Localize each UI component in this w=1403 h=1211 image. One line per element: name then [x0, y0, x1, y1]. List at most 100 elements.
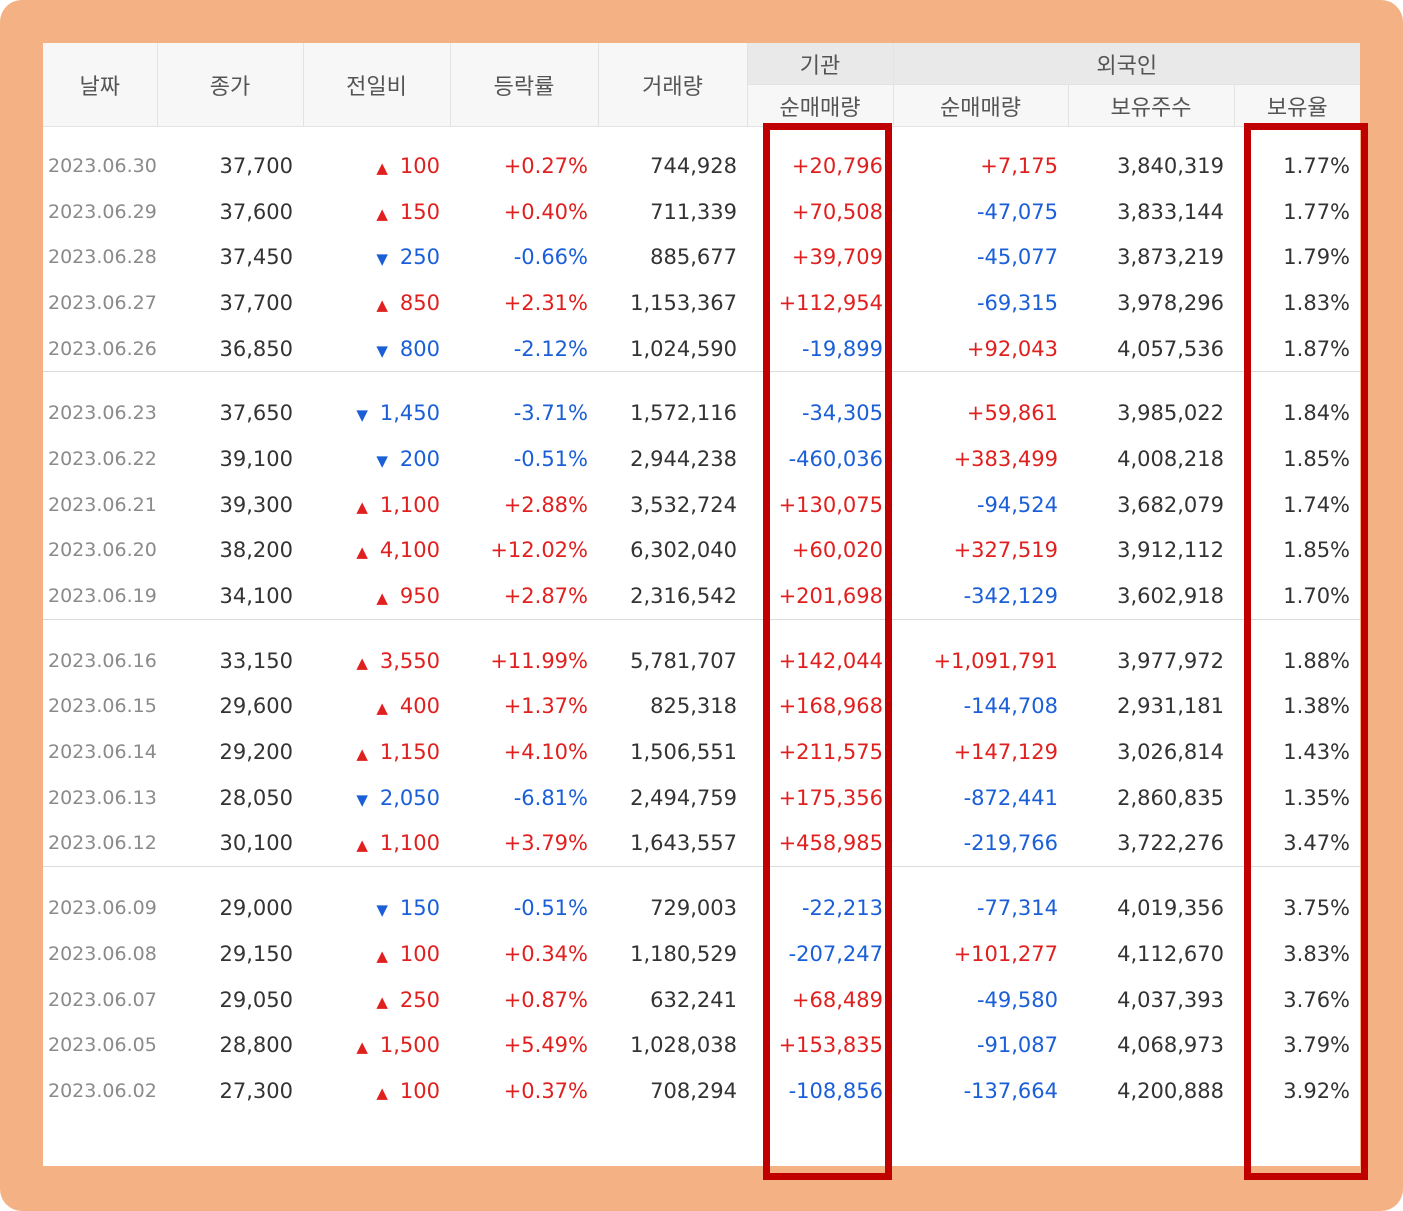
rate-cell: -0.51%: [513, 446, 588, 471]
table-row: 2023.06.09 29,000 ▼ 150 -0.51% 729,003 -22,213…: [43, 885, 1360, 931]
table-row: 2023.06.26 36,850 ▼ 800 -2.12% 1,024,590 -19,8…: [43, 326, 1360, 372]
date-cell: 2023.06.12: [48, 832, 157, 855]
volume-cell: 885,677: [650, 245, 737, 270]
group-divider: [43, 371, 1360, 391]
rate-cell: +0.27%: [503, 153, 588, 178]
volume-cell: 729,003: [650, 896, 737, 921]
institution-net-cell: -460,036: [788, 446, 883, 471]
institution-net-cell: -19,899: [801, 336, 883, 361]
change-value: 4,100: [379, 538, 440, 563]
foreign-shares-cell: 4,008,218: [1117, 446, 1224, 471]
date-cell: 2023.06.28: [48, 246, 157, 269]
close-cell: 39,100: [219, 446, 293, 471]
change-cell: ▼ 800: [303, 326, 450, 372]
foreign-net-cell: -91,087: [976, 1033, 1058, 1058]
investor-trading-panel: 날짜 종가 전일비 등락률 거래량 기관 외국인 순매매량 순매매량 보유주수 …: [43, 43, 1360, 1166]
volume-cell: 1,028,038: [630, 1033, 737, 1058]
table-row: 2023.06.07 29,050 ▲ 250 +0.87% 632,241 +68,489…: [43, 977, 1360, 1023]
foreign-ratio-cell: 1.87%: [1283, 336, 1351, 361]
rate-cell: +5.49%: [503, 1033, 588, 1058]
change-value: 250: [399, 987, 440, 1012]
date-cell: 2023.06.08: [48, 942, 157, 965]
close-cell: 29,150: [219, 941, 293, 966]
volume-cell: 5,781,707: [630, 648, 737, 673]
foreign-shares-cell: 3,978,296: [1117, 290, 1224, 315]
foreign-ratio-cell: 1.74%: [1283, 492, 1351, 517]
rate-cell: +3.79%: [503, 831, 588, 856]
up-arrow-icon: ▲: [356, 745, 368, 764]
rate-cell: +2.31%: [503, 290, 588, 315]
up-arrow-icon: ▲: [376, 295, 388, 314]
date-cell: 2023.06.23: [48, 402, 157, 425]
date-cell: 2023.06.19: [48, 585, 157, 608]
date-cell: 2023.06.29: [48, 200, 157, 223]
table-row: 2023.06.12 30,100 ▲ 1,100 +3.79% 1,643,557 +45…: [43, 821, 1360, 867]
volume-cell: 708,294: [650, 1078, 737, 1103]
foreign-shares-cell: 3,833,144: [1117, 199, 1224, 224]
change-cell: ▼ 250: [303, 234, 450, 280]
table-row: 2023.06.27 37,700 ▲ 850 +2.31% 1,153,367 +112,…: [43, 280, 1360, 326]
foreign-shares-cell: 3,722,276: [1117, 831, 1224, 856]
close-cell: 28,050: [219, 785, 293, 810]
change-value: 100: [399, 941, 440, 966]
change-value: 1,500: [379, 1033, 440, 1058]
foreign-net-cell: -47,075: [976, 199, 1058, 224]
close-cell: 37,700: [219, 153, 293, 178]
volume-cell: 2,316,542: [630, 584, 737, 609]
institution-net-cell: +458,985: [778, 831, 883, 856]
change-cell: ▼ 1,450: [303, 390, 450, 436]
foreign-net-cell: -77,314: [976, 896, 1058, 921]
foreign-shares-cell: 4,112,670: [1117, 941, 1224, 966]
foreign-net-cell: -69,315: [976, 290, 1058, 315]
down-arrow-icon: ▼: [376, 250, 388, 269]
rate-cell: +2.88%: [503, 492, 588, 517]
close-cell: 39,300: [219, 492, 293, 517]
header-rate: 등락률: [450, 43, 599, 127]
foreign-ratio-cell: 3.79%: [1283, 1033, 1351, 1058]
institution-net-cell: +153,835: [778, 1033, 883, 1058]
table-row: 2023.06.16 33,150 ▲ 3,550 +11.99% 5,781,707 +1…: [43, 638, 1360, 684]
date-cell: 2023.06.07: [48, 988, 157, 1011]
table-row: 2023.06.22 39,100 ▼ 200 -0.51% 2,944,238 -460,…: [43, 436, 1360, 482]
foreign-shares-cell: 3,912,112: [1117, 538, 1224, 563]
institution-net-cell: +60,020: [791, 538, 883, 563]
up-arrow-icon: ▲: [356, 836, 368, 855]
up-arrow-icon: ▲: [376, 992, 388, 1011]
change-value: 800: [399, 336, 440, 361]
change-cell: ▲ 1,100: [303, 821, 450, 867]
down-arrow-icon: ▼: [356, 790, 368, 809]
change-value: 150: [399, 199, 440, 224]
foreign-ratio-cell: 1.84%: [1283, 401, 1351, 426]
change-cell: ▼ 150: [303, 885, 450, 931]
change-value: 1,150: [379, 740, 440, 765]
institution-net-cell: -22,213: [801, 896, 883, 921]
foreign-ratio-cell: 1.70%: [1283, 584, 1351, 609]
foreign-net-cell: +59,861: [966, 401, 1058, 426]
volume-cell: 1,643,557: [630, 831, 737, 856]
investor-trading-table: 날짜 종가 전일비 등락률 거래량 기관 외국인 순매매량 순매매량 보유주수 …: [43, 43, 1360, 1114]
table-row: 2023.06.08 29,150 ▲ 100 +0.34% 1,180,529 -207,…: [43, 931, 1360, 977]
close-cell: 27,300: [219, 1078, 293, 1103]
header-institution-group: 기관: [747, 43, 894, 85]
foreign-ratio-cell: 3.76%: [1283, 987, 1351, 1012]
rate-cell: +0.34%: [503, 941, 588, 966]
table-row: 2023.06.29 37,600 ▲ 150 +0.40% 711,339 +70,508…: [43, 189, 1360, 235]
foreign-shares-cell: 4,200,888: [1117, 1078, 1224, 1103]
header-volume: 거래량: [598, 43, 748, 127]
rate-cell: -2.12%: [513, 336, 588, 361]
up-arrow-icon: ▲: [356, 543, 368, 562]
up-arrow-icon: ▲: [376, 204, 388, 223]
date-cell: 2023.06.09: [48, 897, 157, 920]
volume-cell: 6,302,040: [630, 538, 737, 563]
rate-cell: -0.51%: [513, 896, 588, 921]
rate-cell: +2.87%: [503, 584, 588, 609]
foreign-shares-cell: 4,037,393: [1117, 987, 1224, 1012]
header-close: 종가: [157, 43, 304, 127]
foreign-shares-cell: 3,977,972: [1117, 648, 1224, 673]
foreign-net-cell: +147,129: [953, 740, 1058, 765]
institution-net-cell: +211,575: [778, 740, 883, 765]
down-arrow-icon: ▼: [356, 406, 368, 425]
institution-net-cell: +201,698: [778, 584, 883, 609]
foreign-shares-cell: 3,985,022: [1117, 401, 1224, 426]
institution-net-cell: +168,968: [778, 694, 883, 719]
